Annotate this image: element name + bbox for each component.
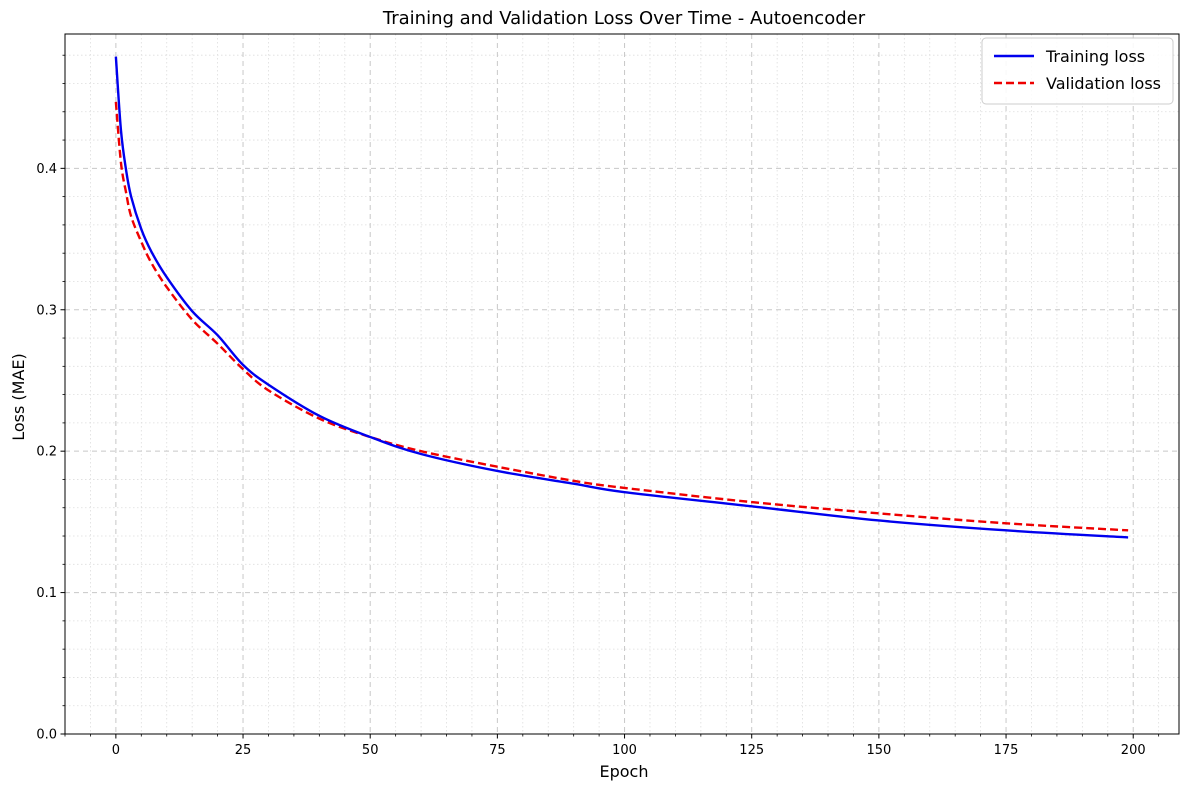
legend-label-validation: Validation loss: [1046, 74, 1161, 93]
y-axis-label: Loss (MAE): [9, 353, 28, 441]
x-tick-label: 25: [235, 743, 252, 758]
x-tick-label: 0: [112, 743, 120, 758]
y-tick-label: 0.1: [36, 586, 57, 601]
y-tick-label: 0.3: [36, 303, 57, 318]
x-tick-label: 50: [362, 743, 379, 758]
series-line-training: [114, 56, 1129, 539]
chart-title: Training and Validation Loss Over Time -…: [382, 8, 866, 29]
series-line-validation: [114, 101, 1129, 532]
legend: Training loss Validation loss: [981, 37, 1174, 105]
y-tick-label: 0.4: [36, 162, 57, 177]
legend-label-training: Training loss: [1045, 47, 1145, 66]
tick-labels: 0 25 50 75 100 125 150 175 200 0.0 0.1 0.2 0.3 0.4: [36, 162, 1145, 758]
x-tick-label: 175: [994, 743, 1019, 758]
x-tick-label: 125: [739, 743, 764, 758]
y-tick-label: 0.0: [36, 728, 57, 743]
legend-box: [981, 37, 1174, 105]
ticks: [60, 54, 1160, 739]
plot-frame: [64, 33, 1180, 735]
x-axis-label: Epoch: [600, 762, 649, 781]
x-tick-label: 100: [612, 743, 637, 758]
x-tick-label: 150: [866, 743, 891, 758]
y-tick-label: 0.2: [36, 445, 57, 460]
x-tick-label: 200: [1121, 743, 1146, 758]
series-layer: [114, 56, 1129, 539]
minor-grid: [64, 34, 1179, 734]
x-tick-label: 75: [489, 743, 506, 758]
